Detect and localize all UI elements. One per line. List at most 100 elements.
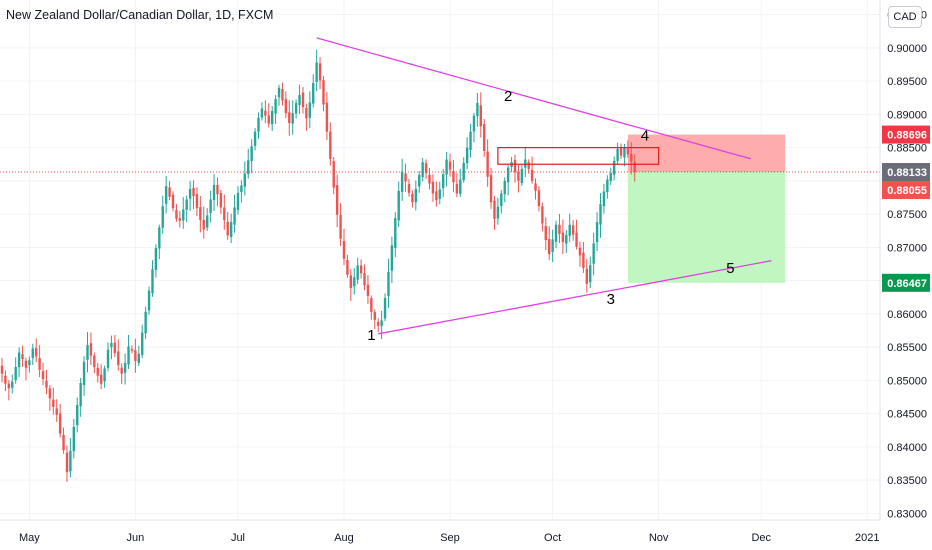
candle-body [551, 239, 554, 252]
candle-body [383, 297, 387, 319]
price-label-box [882, 273, 930, 292]
candle-body [476, 103, 479, 117]
candle-body [223, 207, 226, 221]
candle-body [219, 192, 223, 208]
candle-body [459, 179, 462, 194]
drawings[interactable]: 1 2 3 4 5 [316, 37, 772, 344]
price-label-text: 0.88696 [887, 130, 927, 142]
candle-body [192, 187, 195, 197]
candle-body [424, 163, 428, 173]
candle-body [270, 111, 274, 125]
candle-body [76, 404, 79, 426]
wave-label-2: 2 [504, 88, 512, 105]
candle-body [72, 426, 76, 452]
time-tick-label: Sep [440, 532, 460, 544]
candle-body [541, 206, 544, 224]
candles [0, 49, 636, 483]
candle-body [479, 105, 482, 127]
candle-body [619, 147, 623, 156]
candle-body [154, 248, 158, 270]
candle-body [431, 181, 435, 194]
price-tick-label: 0.85000 [887, 375, 927, 387]
price-axis[interactable]: 0.905000.900000.895000.890000.885000.880… [887, 10, 927, 521]
candle-body [86, 345, 89, 360]
candle-body [616, 148, 619, 161]
candle-body [366, 284, 370, 296]
time-tick-label: Aug [334, 532, 354, 544]
candle-body [240, 185, 243, 193]
candle-body [346, 260, 349, 275]
price-labels: 0.88696 0.88133 0.88055 0.86467 [882, 125, 930, 292]
price-label-text: 0.88133 [887, 167, 927, 179]
candle-body [206, 215, 209, 228]
candle-body [31, 348, 34, 358]
candle-body [120, 367, 123, 374]
candle-body [195, 194, 199, 209]
take-profit-zone [627, 172, 786, 283]
price-tick-label: 0.88500 [887, 143, 927, 155]
trendline-upper[interactable] [316, 37, 752, 160]
candle-body [377, 321, 380, 326]
time-axis[interactable]: MayJunJulAugSepOctNovDec2021FebMa [19, 532, 932, 544]
time-tick-label: 2021 [855, 532, 879, 544]
candle-body [7, 383, 11, 389]
candle-body [578, 247, 582, 256]
candle-body [164, 186, 168, 204]
candle-body [441, 174, 445, 189]
candle-body [548, 239, 551, 255]
candle-body [236, 192, 240, 210]
trendline-lower[interactable] [378, 260, 772, 335]
candle-body [335, 185, 339, 215]
price-tick-label: 0.83500 [887, 475, 927, 487]
candle-body [291, 113, 294, 124]
time-tick-label: Dec [751, 532, 771, 544]
candle-body [277, 87, 281, 98]
candle-body [397, 190, 400, 221]
candle-body [168, 187, 171, 197]
candle-body [394, 218, 397, 248]
price-label-box [882, 125, 930, 144]
price-tick-label: 0.87500 [887, 209, 927, 221]
candle-body [250, 146, 253, 162]
time-tick-label: Jul [231, 532, 245, 544]
candle-body [11, 381, 14, 388]
candle-body [612, 160, 616, 175]
wave-label-1: 1 [367, 327, 375, 344]
entry-box[interactable] [497, 147, 660, 165]
candle-body [506, 167, 510, 183]
candle-body [623, 147, 626, 158]
candle-body [58, 413, 62, 434]
candle-body [35, 348, 38, 357]
candle-body [308, 102, 311, 118]
currency-button[interactable]: CAD [888, 6, 922, 28]
candle-body [137, 353, 140, 363]
candle-body [4, 375, 7, 384]
candle-body [411, 193, 414, 203]
candle-body [82, 361, 86, 385]
position-zones [0, 134, 880, 283]
candle-body [312, 83, 315, 104]
price-label-box [882, 163, 930, 182]
candle-body [147, 290, 151, 311]
candle-body [69, 450, 72, 472]
price-tick-label: 0.89500 [887, 76, 927, 88]
candle-body [212, 184, 216, 201]
candle-body [534, 183, 537, 191]
candle-body [527, 162, 530, 169]
candle-body [79, 383, 82, 407]
candle-body [329, 131, 332, 159]
candle-body [123, 363, 127, 373]
candle-body [144, 311, 147, 334]
candle-body [568, 224, 571, 236]
candle-body [489, 174, 493, 203]
candle-body [106, 349, 110, 368]
candle-body [188, 188, 192, 199]
candle-body [414, 188, 418, 203]
candle-body [141, 332, 144, 355]
candle-body [373, 312, 376, 320]
candle-body [455, 183, 459, 194]
candle-body [294, 103, 298, 114]
candle-body [89, 343, 93, 356]
candle-body [363, 273, 366, 286]
